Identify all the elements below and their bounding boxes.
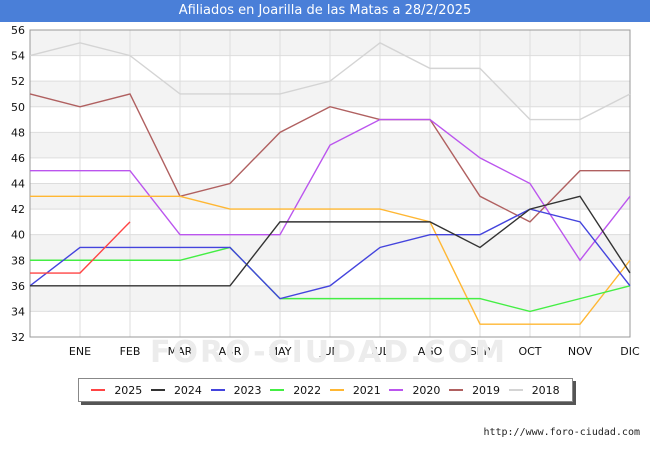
legend-label: 2018	[531, 383, 560, 397]
x-tick-label: DIC	[620, 345, 640, 358]
legend-label: 2024	[173, 383, 202, 397]
legend-swatch	[91, 389, 106, 391]
y-tick-label: 40	[11, 229, 25, 242]
legend-label: 2021	[352, 383, 381, 397]
legend-swatch	[389, 389, 404, 391]
legend-swatch	[329, 389, 344, 391]
y-tick-label: 36	[11, 280, 25, 293]
x-tick-label: AGO	[418, 345, 443, 358]
series-line-2024	[30, 195, 631, 287]
legend-item-2019: 2019	[449, 384, 500, 397]
legend-label: 2022	[293, 383, 322, 397]
legend-swatch	[508, 389, 523, 391]
legend-item-2024: 2024	[150, 383, 202, 397]
legend-item-2025: 2025	[91, 384, 142, 397]
legend-item-2021: 2021	[329, 383, 381, 397]
x-tick-label: JUN	[319, 345, 340, 358]
x-tick-label: FEB	[120, 345, 141, 358]
chart-title: Afiliados en Joarilla de las Matas a 28/…	[0, 0, 650, 22]
x-tick-label: MAR	[168, 345, 193, 358]
x-tick-label: SEP	[470, 345, 491, 358]
x-tick-label: JUL	[370, 345, 389, 358]
legend-swatch	[449, 389, 464, 391]
x-tick-label: MAY	[269, 345, 292, 358]
legend-label: 2025	[114, 383, 143, 397]
legend-label: 2020	[412, 383, 441, 397]
series-line-2025	[30, 221, 131, 274]
legend-item-2020: 2020	[389, 384, 440, 397]
series-line-2018	[29, 41, 631, 121]
y-tick-label: 48	[11, 126, 25, 139]
y-tick-label: 54	[11, 50, 25, 63]
y-tick-label: 42	[11, 203, 25, 216]
legend-label: 2023	[233, 383, 262, 397]
x-tick-label: NOV	[568, 345, 593, 358]
x-tick-label: OCT	[518, 345, 541, 358]
legend-swatch	[210, 389, 225, 391]
y-tick-label: 56	[11, 24, 25, 37]
series-line-2022	[30, 246, 631, 313]
source-link[interactable]: http://www.foro-ciudad.com	[483, 427, 640, 438]
series-line-2021	[30, 195, 631, 325]
legend-item-2023: 2023	[210, 383, 262, 397]
y-tick-label: 44	[11, 178, 25, 191]
legend-item-2022: 2022	[270, 384, 321, 397]
watermark: FORO-CIUDAD.COM	[150, 335, 507, 370]
y-tick-label: 50	[11, 101, 25, 114]
y-tick-label: 38	[11, 254, 25, 267]
y-tick-label: 52	[11, 75, 25, 88]
y-tick-label: 34	[11, 305, 25, 318]
series-line-2020	[30, 118, 631, 262]
legend-label: 2019	[472, 383, 501, 397]
legend: 2025 2024 2023 2022 2021 2020 2019 2018	[78, 378, 573, 402]
y-tick-label: 32	[11, 331, 25, 344]
legend-swatch	[150, 389, 165, 391]
legend-swatch	[270, 389, 285, 391]
line-chart: 32 34 36 38 40 42 44 46 48 50 52 54 56 ENE FEB MAR ABR MA…	[11, 24, 640, 358]
legend-item-2018: 2018	[508, 383, 560, 397]
x-tick-label: ABR	[219, 345, 242, 358]
plot-border	[29, 29, 631, 338]
y-tick-label: 46	[11, 152, 25, 165]
series-line-2019	[29, 93, 630, 223]
x-tick-label: ENE	[69, 345, 91, 358]
